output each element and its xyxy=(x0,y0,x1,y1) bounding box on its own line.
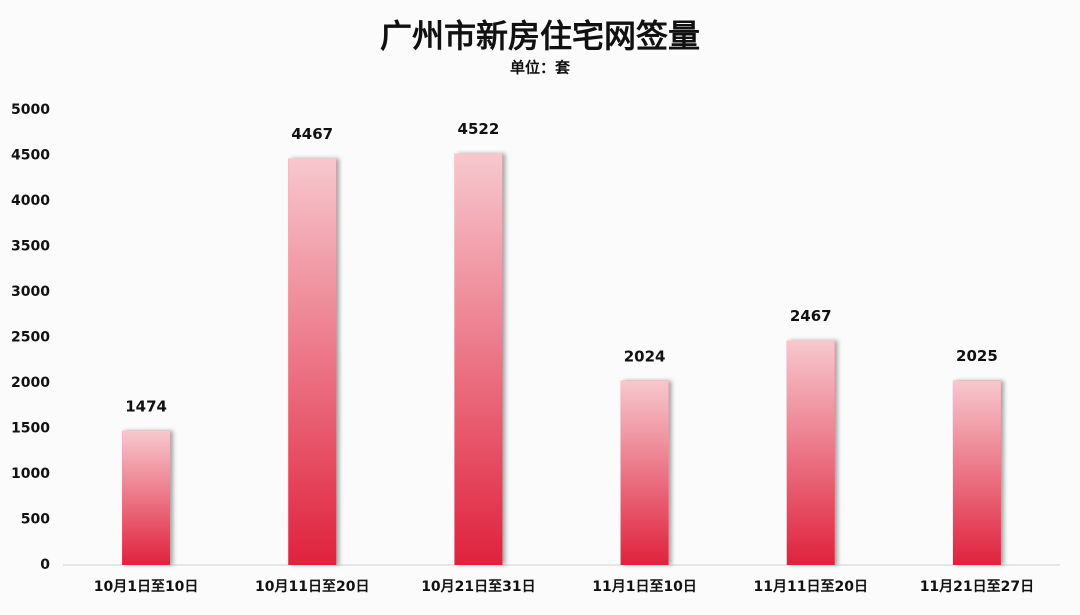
value-label: 1474 xyxy=(125,397,167,415)
bar-highlight xyxy=(620,380,669,565)
bar-highlight xyxy=(122,430,171,565)
x-tick-label: 11月21日至27日 xyxy=(920,579,1034,595)
bar-highlight xyxy=(786,340,835,565)
bar-group xyxy=(122,430,171,565)
y-tick-label: 2000 xyxy=(11,375,50,391)
bar-group xyxy=(786,340,835,565)
y-tick-label: 0 xyxy=(40,557,50,573)
bar-group xyxy=(620,380,669,565)
y-tick-label: 4000 xyxy=(11,193,50,209)
y-tick-label: 3000 xyxy=(11,284,50,300)
y-tick-label: 5000 xyxy=(11,102,50,118)
bar-highlight xyxy=(288,158,337,566)
value-label: 2024 xyxy=(624,347,666,365)
value-label: 2025 xyxy=(956,347,998,365)
bar-group xyxy=(288,158,337,566)
bar-group xyxy=(454,153,503,566)
x-tick-label: 11月1日至10日 xyxy=(592,579,697,595)
bar-highlight xyxy=(454,153,503,566)
chart-subtitle: 单位：套 xyxy=(510,59,571,77)
y-tick-label: 500 xyxy=(21,512,50,528)
value-label: 4467 xyxy=(291,125,333,143)
y-tick-label: 1500 xyxy=(11,421,50,437)
x-tick-label: 11月11日至20日 xyxy=(754,579,868,595)
bar-group xyxy=(952,380,1001,565)
x-tick-label: 10月1日至10日 xyxy=(94,579,199,595)
x-tick-label: 10月11日至20日 xyxy=(255,579,369,595)
value-label: 2467 xyxy=(790,307,832,325)
value-label: 4522 xyxy=(458,120,500,138)
y-tick-label: 4500 xyxy=(11,148,50,164)
chart-title: 广州市新房住宅网签量 xyxy=(380,17,700,55)
x-tick-label: 10月21日至31日 xyxy=(421,579,535,595)
y-tick-label: 1000 xyxy=(11,466,50,482)
y-tick-label: 3500 xyxy=(11,239,50,255)
bar-highlight xyxy=(952,380,1001,565)
y-tick-label: 2500 xyxy=(11,330,50,346)
